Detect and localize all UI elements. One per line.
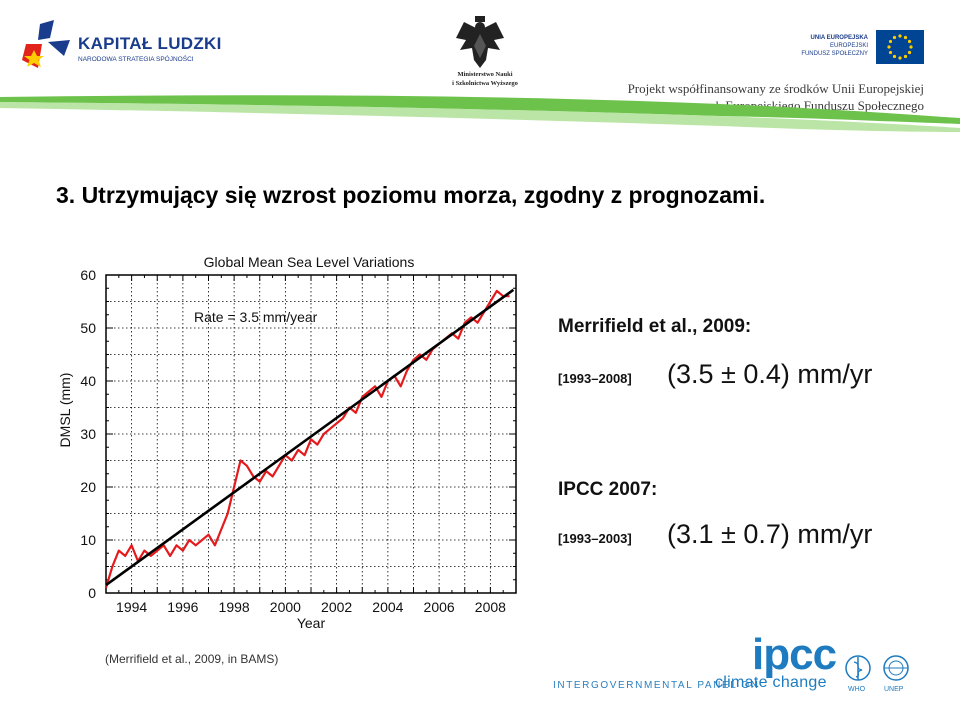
eu-line3: FUNDUSZ SPOŁECZNY <box>801 51 868 57</box>
eu-label: UNIA EUROPEJSKA EUROPEJSKI FUNDUSZ SPOŁE… <box>770 34 868 58</box>
eu-star <box>907 39 912 44</box>
eu-line2: EUROPEJSKI <box>829 43 868 49</box>
x-tick-label: 2000 <box>270 599 301 615</box>
ipcc-panel-text: INTERGOVERNMENTAL PANEL ON <box>553 680 760 691</box>
eu-line1: UNIA EUROPEJSKA <box>810 35 868 41</box>
merrifield-range: [1993–2008] <box>558 371 632 386</box>
ministry-label: Ministerstwo Nauki i Szkolnictwa Wyższeg… <box>430 70 540 88</box>
x-tick-labels: 1994 1996 1998 2000 2002 2004 2006 2008 <box>116 599 506 615</box>
merrifield-heading: Merrifield et al., 2009: <box>558 316 752 337</box>
eu-star <box>903 54 908 59</box>
eu-star <box>888 39 893 44</box>
eu-star <box>898 34 902 38</box>
y-tick-label: 40 <box>80 373 96 389</box>
x-tick-label: 1996 <box>167 599 198 615</box>
kapital-ludzki-subtitle: NARODOWA STRATEGIA SPÓJNOŚCI <box>78 56 194 63</box>
chart-grid <box>106 275 516 593</box>
who-label: WHO <box>848 686 866 693</box>
eu-star <box>892 35 897 40</box>
ipcc-logo: ipcc <box>752 630 837 679</box>
ipcc-range: [1993–2003] <box>558 531 632 546</box>
ipcc-rate: (3.1 ± 0.7) mm/yr <box>667 519 873 549</box>
eu-star <box>909 45 913 49</box>
chart-citation: (Merrifield et al., 2009, in BAMS) <box>105 652 279 666</box>
eagle-emblem-icon <box>456 16 504 68</box>
y-tick-label: 10 <box>80 532 96 548</box>
chart-title: Global Mean Sea Level Variations <box>204 254 415 270</box>
y-tick-label: 30 <box>80 426 96 442</box>
ipcc-heading: IPCC 2007: <box>558 479 658 500</box>
eu-star <box>903 35 908 40</box>
x-tick-label: 2008 <box>475 599 506 615</box>
y-tick-label: 20 <box>80 479 96 495</box>
x-axis-label: Year <box>297 615 326 631</box>
unep-label: UNEP <box>884 686 904 693</box>
ministry-line2: i Szkolnictwa Wyższego <box>452 80 518 87</box>
header: KAPITAŁ LUDZKI NARODOWA STRATEGIA SPÓJNO… <box>0 0 960 180</box>
x-tick-label: 1998 <box>219 599 250 615</box>
eu-star <box>887 45 891 49</box>
kapital-ludzki-title: KAPITAŁ LUDZKI <box>78 34 222 53</box>
y-tick-labels: 0 10 20 30 40 50 60 <box>80 267 96 601</box>
chart-series <box>104 288 515 589</box>
ipcc-climate-change: climate change <box>715 674 827 691</box>
x-tick-label: 1994 <box>116 599 147 615</box>
y-tick-label: 60 <box>80 267 96 283</box>
kapital-ludzki-logo <box>22 20 70 68</box>
project-line1: Projekt współfinansowany ze środków Unii… <box>627 81 924 96</box>
slide-title: 3. Utrzymujący się wzrost poziomu morza,… <box>56 182 766 208</box>
sea-level-chart: Global Mean Sea Level Variations 1994 199… <box>57 254 517 631</box>
unep-emblem-icon <box>883 655 909 681</box>
header-green-band <box>0 95 960 132</box>
trend-line <box>105 288 515 587</box>
chart-axes <box>105 274 517 594</box>
y-tick-label: 50 <box>80 320 96 336</box>
eu-star <box>888 50 893 55</box>
x-tick-label: 2006 <box>424 599 455 615</box>
ministry-line1: Ministerstwo Nauki <box>457 71 513 78</box>
x-tick-label: 2004 <box>372 599 403 615</box>
eu-star <box>907 50 912 55</box>
y-axis-label: DMSL (mm) <box>57 373 73 448</box>
eu-flag-icon <box>876 30 924 64</box>
who-emblem-icon <box>845 655 871 681</box>
rate-annotation: Rate = 3.5 mm/year <box>194 309 318 325</box>
eu-star <box>892 54 897 59</box>
x-tick-label: 2002 <box>321 599 352 615</box>
y-tick-label: 0 <box>88 585 96 601</box>
eu-star <box>898 56 902 60</box>
merrifield-rate: (3.5 ± 0.4) mm/yr <box>667 359 873 389</box>
